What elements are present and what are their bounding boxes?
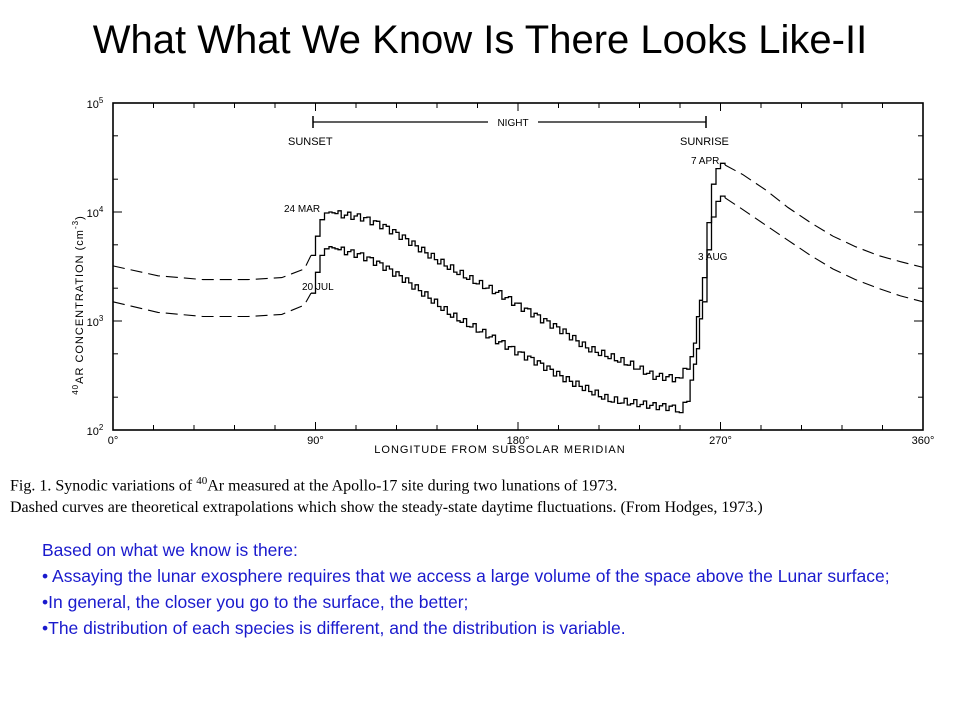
bullet-item: •The distribution of each species is dif… [42,618,626,638]
x-tick-label: 360° [912,435,935,447]
sunrise-label: SUNRISE [680,136,729,148]
series-line-24-mar [311,162,726,383]
y-tick-exponent: 5 [99,96,104,105]
x-axis-label: LONGITUDE FROM SUBSOLAR MERIDIAN [374,444,625,456]
bullet-item: •In general, the closer you go to the su… [42,592,469,612]
caption-line-1-suffix: Ar measured at the Apollo-17 site during… [207,477,618,495]
y-axis-label-text: AR CONCENTRATION (cm [74,229,86,384]
y-tick-label: 103 [87,314,104,329]
caption-isotope: 40 [196,475,208,487]
bullet-item: • Assaying the lunar exosphere requires … [42,566,890,586]
y-axis-label: 40AR CONCENTRATION (cm-3) [71,215,86,395]
y-tick-label: 104 [87,205,104,220]
y-tick-exponent: 2 [99,423,104,432]
y-tick-label: 102 [87,423,104,438]
x-tick-label: 270° [709,435,732,447]
y-tick-label: 105 [87,96,104,111]
label-20-jul: 20 JUL [302,282,334,293]
y-tick-exponent: 4 [99,205,104,214]
caption-line-1-prefix: Fig. 1. Synodic variations of [10,477,197,495]
bullet-list: Based on what we know is there: • Assayi… [42,540,922,644]
bullet-intro: Based on what we know is there: [42,540,298,560]
slide-title: What What We Know Is There Looks Like-II [92,18,868,62]
y-axis-label-close: ) [74,215,86,220]
y-tick-base: 10 [87,208,99,220]
label-24-mar: 24 MAR [284,204,320,215]
x-tick-label: 180° [507,435,530,447]
plot-frame [112,102,924,431]
night-label: NIGHT [497,118,528,129]
y-tick-base: 10 [87,317,99,329]
y-tick-exponent: 3 [99,314,104,323]
y-axis-label-unit-exp: -3 [71,220,80,229]
extrapolation-dashed-line [724,164,924,268]
caption-line-2: Dashed curves are theoretical extrapolat… [10,499,763,517]
extrapolation-dashed-line [724,197,924,303]
extrapolation-dashed-line [112,255,312,281]
night-bracket: NIGHT SUNSET SUNRISE [288,116,729,148]
series-line-20-jul [311,195,726,414]
y-tick-base: 10 [87,99,99,111]
figure-caption: Fig. 1. Synodic variations of 40Ar measu… [10,470,940,519]
x-tick-label: 90° [307,435,324,447]
label-7-apr: 7 APR [691,156,719,167]
y-tick-base: 10 [87,426,99,438]
label-3-aug: 3 AUG [698,252,728,263]
y-axis-label-isotope: 40 [71,384,80,395]
caption-line-1: Fig. 1. Synodic variations of 40Ar measu… [10,470,940,497]
extrapolation-dashed-line [112,292,312,318]
x-tick-label: 0° [108,435,119,447]
sunset-label: SUNSET [288,136,333,148]
